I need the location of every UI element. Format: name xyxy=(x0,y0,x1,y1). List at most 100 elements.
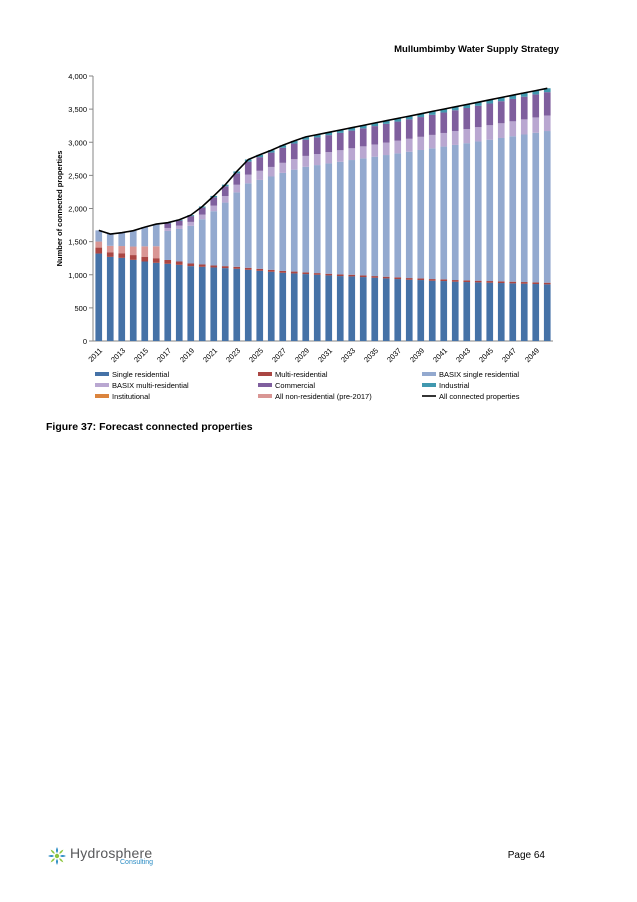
bar-segment xyxy=(118,246,126,254)
x-tick-label: 2015 xyxy=(132,346,150,364)
bar-segment xyxy=(532,90,540,95)
bar-segment xyxy=(221,202,229,267)
bar-segment xyxy=(532,94,540,118)
bar-segment xyxy=(210,265,218,268)
bar-segment xyxy=(141,261,149,341)
bar-segment xyxy=(325,132,333,136)
bar-segment xyxy=(198,214,206,220)
x-tick-label: 2029 xyxy=(293,346,311,364)
bar-segment xyxy=(95,241,103,248)
x-tick-label: 2041 xyxy=(431,346,449,364)
legend-swatch xyxy=(422,372,436,376)
bar-segment xyxy=(371,144,379,157)
bar-segment xyxy=(474,127,482,142)
bar-segment xyxy=(509,136,517,282)
legend-swatch xyxy=(95,383,109,387)
bar-segment xyxy=(497,137,505,282)
legend-label: Multi-residential xyxy=(275,370,328,379)
bar-segment xyxy=(520,282,528,284)
bar-segment xyxy=(164,227,172,231)
bar-segment xyxy=(302,155,310,167)
bar-segment xyxy=(198,207,206,215)
bar-segment xyxy=(164,223,172,228)
bar-segment xyxy=(336,274,344,277)
bar-segment xyxy=(221,196,229,203)
legend-label: All non-residential (pre-2017) xyxy=(275,392,372,401)
legend-swatch xyxy=(258,383,272,387)
bar-segment xyxy=(313,137,321,155)
bar-segment xyxy=(359,146,367,159)
bar-segment xyxy=(187,225,195,264)
bar-segment xyxy=(440,279,448,282)
bar-segment xyxy=(405,138,413,152)
bar-segment xyxy=(451,281,459,341)
bar-segment xyxy=(451,144,459,281)
hydrosphere-logo: Hydrosphere Consulting xyxy=(46,845,186,869)
y-tick-label: 500 xyxy=(74,304,87,313)
bar-segment xyxy=(256,270,264,341)
bar-segment xyxy=(187,216,195,222)
bar-segment xyxy=(405,278,413,280)
bar-segment xyxy=(405,119,413,139)
bar-segment xyxy=(451,110,459,132)
bar-segment xyxy=(302,136,310,140)
bar-segment xyxy=(267,176,275,270)
bar-segment xyxy=(256,268,264,271)
bar-segment xyxy=(440,146,448,280)
bar-segment xyxy=(198,264,206,267)
bar-segment xyxy=(440,109,448,113)
x-tick-label: 2037 xyxy=(385,346,403,364)
bar-segment xyxy=(463,129,471,144)
legend-swatch xyxy=(95,372,109,376)
legend-swatch xyxy=(422,383,436,387)
x-tick-label: 2027 xyxy=(270,346,288,364)
legend-label: Industrial xyxy=(439,381,470,390)
bar-segment xyxy=(359,125,367,129)
bar-segment xyxy=(313,165,321,274)
bar-segment xyxy=(233,266,241,269)
bar-segment xyxy=(95,247,103,254)
bar-segment xyxy=(175,228,183,262)
bar-segment xyxy=(256,170,264,180)
bar-segment xyxy=(244,267,252,270)
bar-segment xyxy=(486,125,494,140)
bar-segment xyxy=(118,257,126,341)
bar-segment xyxy=(359,277,367,341)
bar-segment xyxy=(233,192,241,267)
bar-segment xyxy=(336,129,344,133)
bar-segment xyxy=(164,263,172,341)
bar-segment xyxy=(509,281,517,284)
bar-segment xyxy=(486,103,494,126)
bar-segment xyxy=(474,141,482,281)
bar-segment xyxy=(532,282,540,285)
bar-segment xyxy=(509,95,517,99)
bar-segment xyxy=(509,283,517,341)
bar-segment xyxy=(417,136,425,150)
legend-label: BASIX single residential xyxy=(439,370,519,379)
bar-segment xyxy=(348,160,356,275)
bar-segment xyxy=(543,131,551,283)
bar-segment xyxy=(348,148,356,161)
bar-segment xyxy=(244,161,252,175)
bar-segment xyxy=(417,113,425,118)
bar-segment xyxy=(520,134,528,283)
bar-segment xyxy=(348,274,356,277)
bar-segment xyxy=(106,256,114,341)
bar-segment xyxy=(509,121,517,137)
legend-label: Institutional xyxy=(112,392,150,401)
bar-segment xyxy=(417,149,425,279)
bar-segment xyxy=(106,252,114,257)
bar-segment xyxy=(405,116,413,120)
bar-segment xyxy=(474,102,482,106)
bar-segment xyxy=(118,253,126,258)
hydrosphere-logo-icon xyxy=(48,847,66,865)
all-connected-properties-line xyxy=(98,87,548,235)
bar-segment xyxy=(279,162,287,173)
logo-company-sub: Consulting xyxy=(120,859,154,866)
bar-segment xyxy=(394,140,402,154)
bar-segment xyxy=(543,88,551,93)
bar-segment xyxy=(187,263,195,267)
bar-segment xyxy=(359,158,367,276)
bar-segment xyxy=(382,142,390,156)
bar-segment xyxy=(164,259,172,264)
